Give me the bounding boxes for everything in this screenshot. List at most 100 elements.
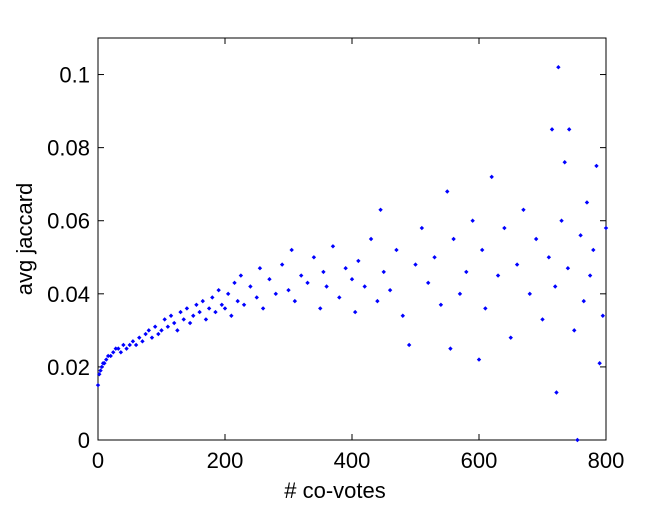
point <box>124 346 129 351</box>
point <box>549 127 555 132</box>
point <box>260 306 266 311</box>
point <box>216 287 221 293</box>
point <box>273 291 278 297</box>
point <box>594 163 599 169</box>
point <box>299 273 304 278</box>
point <box>587 273 593 278</box>
point <box>197 309 202 315</box>
point <box>116 346 121 351</box>
point <box>400 313 405 318</box>
y-tick-label: 0.1 <box>59 63 90 88</box>
point <box>578 233 583 238</box>
point <box>448 346 453 351</box>
point <box>540 317 545 322</box>
point <box>600 313 606 318</box>
point <box>137 335 142 340</box>
x-tick-label: 800 <box>588 448 625 473</box>
point <box>229 313 234 318</box>
point <box>159 328 164 333</box>
point <box>575 437 580 443</box>
point <box>289 247 294 253</box>
point <box>232 280 237 286</box>
point <box>178 309 183 315</box>
point <box>130 339 136 344</box>
point <box>349 277 355 282</box>
point <box>311 255 317 260</box>
point <box>254 295 259 300</box>
point <box>140 339 145 344</box>
point <box>559 218 564 223</box>
plot-frame <box>97 37 607 441</box>
point <box>206 306 212 311</box>
point <box>200 298 205 304</box>
point <box>556 65 561 70</box>
point <box>419 225 425 231</box>
point <box>143 331 148 337</box>
point <box>514 262 520 267</box>
x-tick-label: 0 <box>92 448 104 473</box>
point <box>457 291 463 297</box>
point <box>394 247 399 253</box>
point <box>387 287 393 293</box>
x-tick-label: 400 <box>334 448 371 473</box>
point <box>203 317 209 322</box>
point <box>162 317 167 322</box>
point <box>527 291 532 297</box>
y-tick-label: 0.08 <box>47 136 90 161</box>
point <box>566 127 572 132</box>
point <box>362 284 367 289</box>
point <box>553 284 558 289</box>
point <box>597 361 602 366</box>
point <box>149 335 155 340</box>
point <box>368 236 374 242</box>
point <box>521 207 526 212</box>
point <box>572 328 577 333</box>
point <box>172 320 177 326</box>
point <box>241 302 247 307</box>
point <box>146 328 151 333</box>
point <box>489 174 494 180</box>
point <box>337 295 342 300</box>
point <box>225 291 231 297</box>
point <box>181 317 186 322</box>
point <box>476 357 482 362</box>
point <box>165 324 171 329</box>
point <box>168 313 174 318</box>
point <box>184 306 190 311</box>
y-axis-label: avg jaccard <box>12 183 37 296</box>
point <box>554 390 559 395</box>
point <box>502 225 507 231</box>
point <box>257 266 263 271</box>
y-tick-label: 0.02 <box>47 355 90 380</box>
point <box>603 225 609 231</box>
point <box>133 342 139 348</box>
y-tick-label: 0.04 <box>47 282 90 307</box>
point <box>222 306 228 311</box>
point <box>318 306 323 311</box>
point <box>495 273 501 278</box>
point <box>99 364 105 370</box>
x-tick-label: 200 <box>207 448 244 473</box>
point <box>210 295 215 300</box>
point <box>378 207 383 212</box>
point <box>584 200 590 205</box>
point <box>95 382 101 388</box>
point <box>105 353 111 359</box>
point <box>127 342 132 348</box>
point <box>464 269 469 275</box>
point <box>292 298 298 304</box>
point <box>451 236 456 242</box>
point <box>187 320 193 326</box>
point <box>238 273 244 278</box>
point <box>321 269 326 275</box>
point <box>279 262 285 267</box>
point <box>219 302 225 307</box>
point <box>413 262 418 267</box>
point <box>581 298 586 304</box>
point <box>111 350 116 355</box>
point <box>97 372 102 377</box>
y-tick-label: 0.06 <box>47 209 90 234</box>
point <box>286 287 291 293</box>
point <box>356 258 361 264</box>
